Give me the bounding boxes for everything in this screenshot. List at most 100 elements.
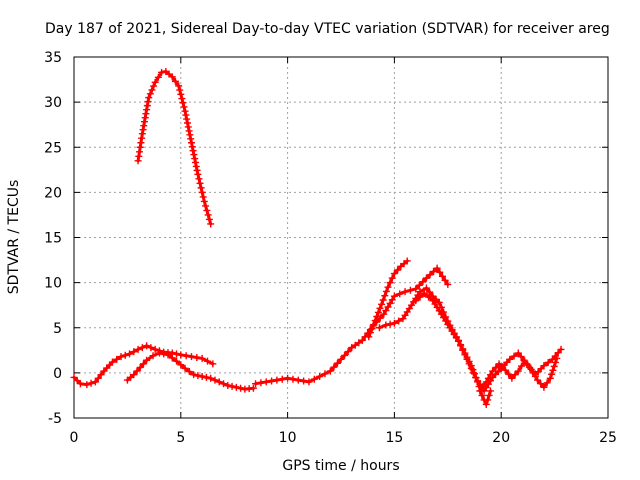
- data-point-marker: [185, 368, 193, 376]
- y-axis-label: SDTVAR / TECUs: [6, 180, 22, 295]
- x-tick-label: 10: [279, 430, 297, 446]
- y-tick-label: 25: [44, 140, 62, 156]
- data-point-marker: [476, 387, 484, 395]
- data-point-marker: [495, 360, 503, 368]
- series-satellite-track-8: [476, 354, 561, 395]
- data-point-marker: [268, 377, 276, 385]
- data-point-marker: [294, 376, 302, 384]
- data-point-marker: [150, 82, 158, 90]
- data-point-marker: [300, 377, 308, 385]
- ticks-layer: 0 5 10 15 20 25 -5 0 5 10 15 20 25 30 35: [44, 50, 617, 446]
- data-point-marker: [416, 293, 424, 301]
- data-point-marker: [158, 68, 166, 76]
- data-point-marker: [177, 90, 185, 98]
- data-point-marker: [511, 371, 519, 379]
- data-point-marker: [126, 350, 134, 358]
- data-point-marker: [358, 336, 366, 344]
- data-point-marker: [373, 312, 381, 320]
- data-point-marker: [420, 289, 428, 297]
- data-point-marker: [148, 86, 156, 94]
- data-point-marker: [209, 360, 217, 368]
- data-point-marker: [386, 279, 394, 287]
- data-point-marker: [348, 344, 356, 352]
- data-point-marker: [419, 278, 427, 286]
- data-point-marker: [550, 362, 558, 370]
- data-point-marker: [136, 363, 144, 371]
- data-point-marker: [384, 283, 392, 291]
- data-point-marker: [376, 304, 384, 312]
- data-point-marker: [154, 73, 162, 81]
- data-point-marker: [189, 147, 197, 155]
- data-point-marker: [531, 372, 539, 380]
- x-axis-label: GPS time / hours: [282, 458, 399, 474]
- data-point-marker: [188, 143, 196, 151]
- y-tick-label: 5: [53, 321, 62, 337]
- data-point-marker: [482, 378, 490, 386]
- series-satellite-track-5: [365, 257, 411, 341]
- data-point-marker: [151, 345, 159, 353]
- data-point-marker: [191, 158, 199, 166]
- x-tick-label: 0: [70, 430, 79, 446]
- data-point-marker: [136, 148, 144, 156]
- data-point-marker: [395, 317, 403, 325]
- data-point-marker: [191, 155, 199, 163]
- data-point-marker: [177, 351, 185, 359]
- data-point-marker: [382, 321, 390, 329]
- data-point-marker: [406, 286, 414, 294]
- data-point-marker: [412, 297, 420, 305]
- data-point-marker: [517, 362, 525, 370]
- data-point-marker: [70, 373, 78, 381]
- data-point-marker: [344, 348, 352, 356]
- data-point-marker: [207, 374, 215, 382]
- data-point-marker: [457, 342, 465, 350]
- data-point-marker: [117, 353, 125, 361]
- data-point-marker: [198, 372, 206, 380]
- data-point-marker: [330, 363, 338, 371]
- data-point-marker: [176, 86, 184, 94]
- data-point-marker: [134, 157, 142, 165]
- y-tick-label: -5: [48, 411, 62, 427]
- data-point-marker: [459, 346, 467, 354]
- data-point-marker: [534, 376, 542, 384]
- data-point-marker: [438, 272, 446, 280]
- data-point-marker: [237, 384, 245, 392]
- data-point-marker: [461, 351, 469, 359]
- data-point-marker: [463, 355, 471, 363]
- data-point-marker: [484, 396, 492, 404]
- data-point-marker: [192, 162, 200, 170]
- data-point-marker: [83, 381, 91, 389]
- data-point-marker: [396, 290, 404, 298]
- data-point-marker: [73, 377, 81, 385]
- data-point-marker: [198, 188, 206, 196]
- data-point-marker: [394, 266, 402, 274]
- series-satellite-track-1: [134, 67, 215, 228]
- data-point-marker: [382, 287, 390, 295]
- data-point-marker: [374, 308, 382, 316]
- data-point-marker: [366, 329, 374, 337]
- data-point-marker: [386, 299, 394, 307]
- data-point-marker: [179, 99, 187, 107]
- x-tick-label: 15: [385, 430, 403, 446]
- data-point-marker: [278, 375, 286, 383]
- series-satellite-track-3: [123, 349, 257, 393]
- data-point-marker: [337, 355, 345, 363]
- data-point-marker: [196, 179, 204, 187]
- data-point-marker: [145, 94, 153, 102]
- data-point-marker: [436, 268, 444, 276]
- data-point-marker: [540, 383, 548, 391]
- data-point-marker: [183, 115, 191, 123]
- data-point-marker: [412, 285, 420, 293]
- data-point-marker: [537, 380, 545, 388]
- data-point-marker: [388, 274, 396, 282]
- data-point-marker: [87, 379, 95, 387]
- data-point-marker: [381, 292, 389, 300]
- data-point-marker: [510, 352, 518, 360]
- data-point-marker: [207, 220, 215, 228]
- x-tick-label: 25: [599, 430, 617, 446]
- data-point-marker: [422, 274, 430, 282]
- data-point-marker: [401, 288, 409, 296]
- data-point-marker: [168, 354, 176, 362]
- data-point-marker: [94, 374, 102, 382]
- data-point-marker: [257, 379, 265, 387]
